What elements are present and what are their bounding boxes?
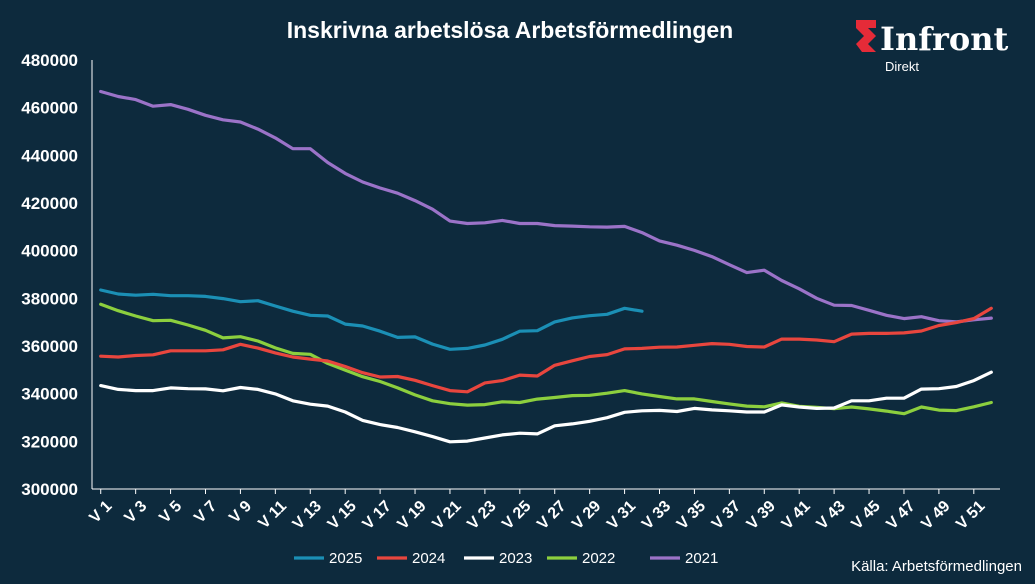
legend-label-2021: 2021	[685, 550, 718, 567]
logo-mark-icon	[856, 20, 876, 52]
x-tick-label: V 29	[569, 498, 604, 533]
infront-logo: Infront Direkt	[856, 20, 1008, 74]
x-tick-label: V 15	[325, 498, 360, 533]
x-tick-label: V 9	[226, 498, 255, 527]
series-line-2024	[99, 306, 993, 394]
x-tick-label: V 19	[394, 498, 429, 533]
x-tick-label: V 5	[156, 498, 185, 527]
y-tick-label: 300000	[21, 480, 78, 499]
y-tick-label: 420000	[21, 194, 78, 213]
x-tick-label: V 23	[464, 498, 499, 533]
legend-label-2025: 2025	[329, 550, 362, 567]
series-line-2025	[99, 288, 644, 351]
logo-subtitle: Direkt	[885, 59, 919, 74]
series-line-2022	[99, 302, 993, 416]
x-tick-label: V 25	[499, 498, 534, 533]
x-tick-label: V 47	[883, 498, 918, 533]
x-tick-label: V 27	[534, 498, 569, 533]
y-tick-label: 340000	[21, 385, 78, 404]
x-tick-label: V 13	[290, 498, 325, 533]
x-tick-label: V 51	[953, 498, 988, 533]
x-tick-label: V 35	[674, 498, 709, 533]
logo-wordmark: Infront	[880, 20, 1008, 58]
y-tick-label: 380000	[21, 289, 78, 308]
y-tick-label: 460000	[21, 99, 78, 118]
series-line-2021	[99, 89, 993, 324]
x-tick-label: V 37	[709, 498, 744, 533]
y-tick-label: 360000	[21, 337, 78, 356]
legend-label-2024: 2024	[412, 550, 445, 567]
y-tick-label: 440000	[21, 146, 78, 165]
legend-label-2023: 2023	[499, 550, 532, 567]
x-tick-label: V 49	[918, 498, 953, 533]
series-line-2023	[99, 370, 993, 444]
x-tick-label: V 41	[779, 498, 814, 533]
x-tick-label: V 3	[121, 498, 150, 527]
x-tick-label: V 17	[360, 498, 395, 533]
x-tick-label: V 39	[744, 498, 779, 533]
x-tick-label: V 43	[814, 498, 849, 533]
legend: 2025 2024 2023 2022 2021	[294, 550, 718, 567]
y-tick-label: 320000	[21, 432, 78, 451]
x-tick-label: V 33	[639, 498, 674, 533]
x-tick-label: V 7	[191, 498, 220, 527]
y-tick-label: 400000	[21, 242, 78, 261]
chart-title: Inskrivna arbetslösa Arbetsförmedlingen	[287, 17, 734, 43]
x-tick-label: V 45	[848, 498, 883, 533]
y-tick-label: 480000	[21, 51, 78, 70]
x-tick-label: V 1	[86, 498, 115, 527]
legend-label-2022: 2022	[582, 550, 615, 567]
x-tick-label: V 11	[255, 498, 290, 533]
x-tick-label: V 31	[604, 498, 639, 533]
series-layer	[99, 89, 993, 444]
x-tick-label: V 21	[429, 498, 464, 533]
source-note: Källa: Arbetsförmedlingen	[851, 558, 1022, 575]
y-axis: 300000 320000 340000 360000 380000 400000 4200…	[21, 51, 93, 499]
